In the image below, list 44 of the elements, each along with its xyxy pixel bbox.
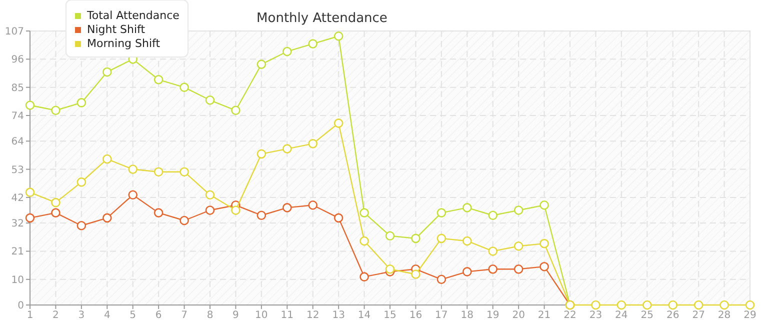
x-tick-label: 15 [384, 310, 396, 320]
x-tick-label: 19 [486, 310, 500, 320]
x-tick-label: 22 [564, 310, 576, 320]
x-tick-label: 23 [589, 310, 602, 320]
x-tick-label: 7 [181, 310, 188, 320]
x-tick-label: 4 [104, 310, 110, 320]
x-tick-label: 27 [692, 310, 705, 320]
x-tick-label: 9 [232, 310, 239, 320]
x-tick-label: 10 [255, 310, 268, 320]
y-tick-label: 74 [11, 111, 24, 122]
y-tick-label: 53 [11, 164, 24, 176]
y-tick-label: 32 [11, 218, 24, 230]
y-tick-label: 42 [11, 192, 24, 204]
y-tick-label: 107 [4, 26, 24, 38]
x-tick-label: 21 [538, 310, 551, 320]
y-tick-label: 10 [11, 274, 24, 286]
x-tick-label: 18 [460, 310, 474, 320]
x-tick-label: 14 [358, 310, 371, 320]
chart-title: Monthly Attendance [256, 11, 388, 26]
x-tick-label: 24 [615, 310, 628, 320]
x-tick-label: 8 [206, 310, 214, 320]
x-tick-label: 29 [744, 310, 756, 320]
y-tick-label: 21 [11, 246, 24, 258]
legend-label: Total Attendance [86, 9, 180, 22]
x-tick-label: 26 [666, 310, 680, 320]
x-tick-label: 28 [718, 310, 731, 320]
x-tick-label: 17 [435, 310, 448, 320]
x-tick-label: 5 [130, 310, 136, 320]
x-tick-label: 12 [306, 310, 320, 320]
x-tick-label: 1 [26, 310, 34, 320]
legend-label: Night Shift [87, 23, 146, 36]
y-tick-label: 96 [11, 54, 24, 66]
y-tick-label: 85 [11, 82, 24, 94]
y-tick-label: 0 [18, 300, 24, 312]
x-tick-label: 25 [640, 310, 654, 320]
x-tick-label: 20 [512, 310, 525, 320]
legend-label: Morning Shift [87, 37, 161, 50]
y-tick-label: 64 [11, 136, 24, 148]
x-tick-label: 13 [332, 310, 345, 320]
x-tick-label: 16 [409, 310, 422, 320]
x-tick-label: 3 [78, 310, 85, 320]
x-tick-label: 11 [280, 310, 294, 320]
x-tick-label: 2 [52, 310, 59, 320]
x-tick-label: 6 [155, 310, 162, 320]
